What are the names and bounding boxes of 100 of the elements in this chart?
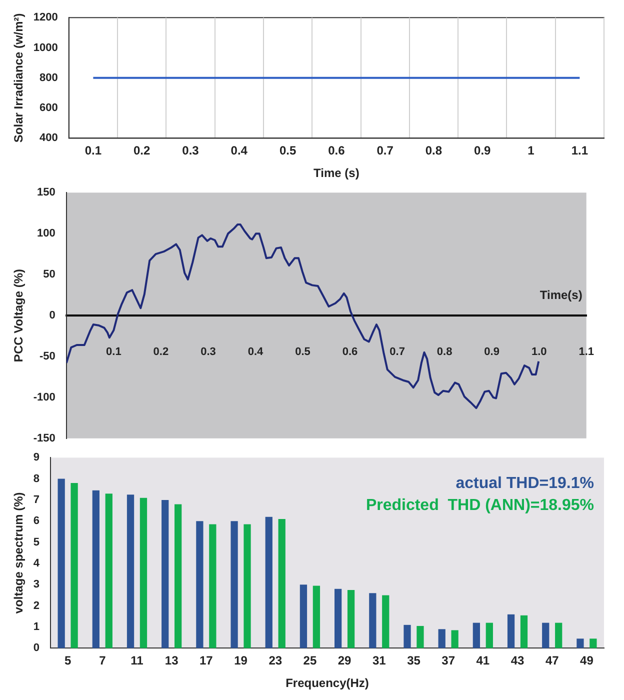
bar [347,590,355,648]
bar [416,626,424,648]
y-tick-label: 7 [33,494,40,506]
x-axis-title: Frequency(Hz) [286,676,369,690]
y-tick-label: -100 [33,391,56,404]
x-tick-label: 1 [528,144,535,158]
bar [230,521,238,648]
y-tick-label: -150 [33,432,56,444]
x-tick-label: 0.2 [153,346,169,358]
x-axis-title: Time(s) [540,288,582,302]
bar [520,615,528,648]
y-axis-title: voltage spectrum (%) [12,492,26,614]
y-tick-label: 0 [33,642,40,654]
x-tick-label: 47 [545,654,560,668]
x-tick-label: 0.5 [279,144,296,158]
x-tick-label: 1.0 [531,346,547,358]
x-tick-label: 23 [268,654,282,668]
bar [209,524,216,648]
x-tick-label: 0.3 [200,346,216,358]
y-tick-label: 100 [37,228,56,240]
bar [92,490,100,648]
bar [555,622,562,648]
bar [507,614,515,648]
x-tick-label: 37 [442,654,456,668]
y-tick-label: 1000 [33,42,58,54]
bar [105,494,112,648]
bar [278,519,286,648]
y-tick-label: 9 [33,452,40,464]
bar [162,500,169,648]
x-tick-label: 0.6 [328,144,346,158]
x-tick-label: 31 [372,654,386,668]
x-tick-label: 41 [476,654,490,668]
x-axis-title: Time (s) [314,166,360,180]
x-tick-label: 0.7 [390,346,405,358]
text: actual THD=19.1% [456,475,594,492]
y-tick-label: 400 [40,132,58,144]
y-tick-label: 0 [49,310,56,322]
y-tick-label: 600 [40,102,58,114]
x-tick-label: 0.5 [295,346,310,358]
bar [451,630,458,648]
y-tick-label: 3 [33,578,40,591]
bar [300,584,308,648]
bar [334,588,342,648]
y-tick-label: 4 [33,558,40,570]
x-tick-label: 0.2 [134,144,151,158]
x-tick-label: 11 [130,654,144,668]
x-tick-label: 19 [234,654,248,668]
y-tick-label: 5 [33,536,40,548]
x-tick-label: 25 [303,654,317,668]
x-tick-label: 0.1 [84,144,102,158]
x-tick-label: 1.1 [571,144,588,158]
y-tick-label: 800 [40,72,58,84]
x-tick-label: 35 [407,654,421,668]
bar [542,622,550,648]
x-tick-label: 0.8 [425,144,442,158]
bar [576,638,584,648]
x-tick-label: 5 [64,654,72,668]
x-tick-label: 0.9 [474,144,492,158]
y-tick-label: 1 [33,621,40,634]
bar [590,638,597,648]
x-tick-label: 0.8 [436,346,452,358]
bar [244,524,251,648]
x-tick-label: 43 [510,654,525,668]
y-tick-label: 1200 [33,12,58,24]
bar [140,498,148,648]
y-axis-title: Solar Irradiance (w/m²) [12,13,26,143]
x-tick-label: 29 [338,654,352,668]
x-tick-label: 13 [164,654,179,668]
bar [70,483,78,648]
x-tick-label: 0.9 [484,346,500,358]
bar [58,478,65,648]
y-tick-label: 2 [33,600,40,612]
bar [438,629,446,648]
y-tick-label: 50 [43,268,56,281]
bar [382,595,390,648]
bar [126,494,134,648]
x-tick-label: 49 [580,654,594,668]
y-tick-label: -50 [40,350,56,362]
x-tick-label: 7 [99,654,106,668]
y-tick-label: 8 [33,472,40,485]
bar [174,504,182,648]
y-tick-label: 150 [37,186,56,199]
x-tick-label: 0.3 [182,144,200,158]
x-tick-label: 0.6 [342,346,358,358]
bar [404,624,411,648]
y-axis-title: PCC Voltage (%) [12,268,26,362]
bar [312,586,320,648]
x-tick-label: 1.1 [578,346,594,358]
text: Predicted THD (ANN)=18.95% [366,497,594,514]
bar [265,516,272,648]
x-tick-label: 17 [200,654,214,668]
x-tick-label: 0.1 [106,346,122,358]
bar [369,593,376,648]
y-tick-label: 6 [33,515,40,528]
x-tick-label: 0.4 [230,144,248,158]
bar [472,622,480,648]
bar [486,622,493,648]
x-tick-label: 0.4 [248,346,264,358]
x-tick-label: 0.7 [376,144,394,158]
bar [196,521,204,648]
